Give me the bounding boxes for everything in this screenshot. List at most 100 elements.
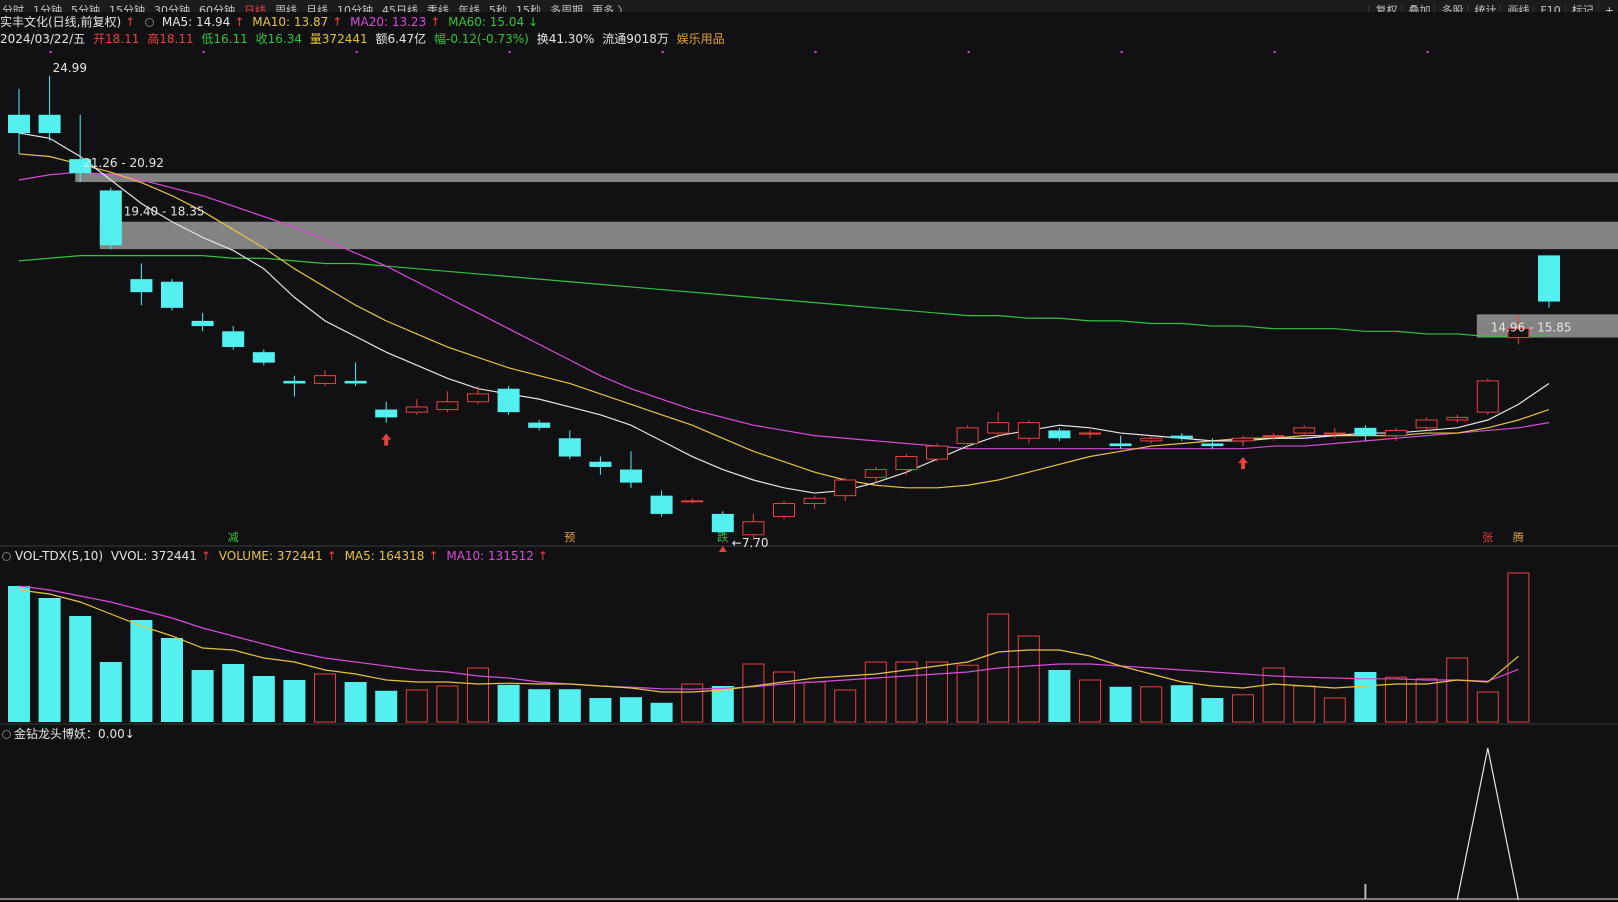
volume-bar <box>1170 685 1193 722</box>
stock-title: 实丰文化(日线,前复权) <box>0 15 122 29</box>
period-tab[interactable]: 5分钟 <box>71 4 100 13</box>
candle-body <box>834 479 857 497</box>
volume-bar <box>314 673 336 723</box>
marker-dot <box>49 51 52 53</box>
settings-circle-icon[interactable] <box>145 18 155 27</box>
volume-bar <box>497 684 520 722</box>
up-arrow-icon: ↑ <box>332 15 343 29</box>
tool-button[interactable]: + <box>1597 5 1614 12</box>
quote-float: 流通9018万 <box>602 32 669 46</box>
volume-bar <box>926 661 948 723</box>
period-tab[interactable]: 15分钟 <box>109 4 145 13</box>
candle <box>1507 314 1530 345</box>
period-tab[interactable]: 分时 <box>2 4 24 13</box>
candle <box>1017 420 1040 444</box>
volume-bar <box>8 586 30 722</box>
volume-bar <box>191 670 214 722</box>
volume-bar <box>1079 679 1101 723</box>
signal-label: 减 <box>228 531 239 544</box>
volume-bar <box>1476 691 1499 723</box>
candle <box>1385 427 1407 441</box>
volume-bar <box>803 681 826 723</box>
price-annotation: 24.99 <box>53 61 87 75</box>
candle <box>1415 417 1438 431</box>
up-arrow-icon: ↑ <box>428 549 439 563</box>
period-tab[interactable]: 周线 <box>275 4 297 13</box>
marker-dot <box>661 51 664 53</box>
candle-body <box>283 380 306 384</box>
settings-circle-icon[interactable] <box>2 552 11 561</box>
candle <box>497 386 520 415</box>
settings-circle-icon[interactable] <box>2 730 11 739</box>
candle <box>1354 425 1377 441</box>
period-tab[interactable]: 45日线 <box>382 4 418 13</box>
signal-label: 跌 <box>717 530 728 544</box>
candle <box>436 391 459 413</box>
volume-bar <box>38 598 61 722</box>
candle-body <box>864 469 887 478</box>
price-annotation: ←7.70 <box>732 536 769 550</box>
candle <box>1201 438 1224 449</box>
tool-button[interactable]: 复权 <box>1368 5 1397 12</box>
tool-button[interactable]: 叠加 <box>1401 5 1430 12</box>
volume-bar <box>558 689 581 722</box>
down-arrow-icon: ↓ <box>528 15 539 29</box>
volume-bar <box>1262 667 1285 723</box>
period-tab[interactable]: 10分钟 <box>337 4 373 13</box>
volume-bar <box>650 702 673 722</box>
period-tab[interactable]: 1分钟 <box>33 4 62 13</box>
tool-button[interactable]: 多股 <box>1434 5 1463 12</box>
candle <box>69 114 92 183</box>
tool-button[interactable]: 标记 <box>1564 5 1594 12</box>
candle-body <box>467 393 489 403</box>
period-tab[interactable]: 5秒 <box>489 4 507 13</box>
period-tab[interactable]: 年线 <box>458 4 480 13</box>
tool-button[interactable]: F10 <box>1533 5 1561 12</box>
ma10-label: MA10: 13.87 <box>252 15 329 29</box>
volume-bar <box>375 690 398 722</box>
ma5-line <box>18 132 1550 494</box>
volume-bar <box>1415 678 1438 723</box>
price-zone <box>99 221 1618 250</box>
candle-body <box>711 513 734 533</box>
indicator-spike-line <box>1456 747 1519 901</box>
up-arrow-icon: ↑ <box>125 15 136 29</box>
period-tab[interactable]: 日线 <box>244 4 266 13</box>
period-tab[interactable]: 60分钟 <box>199 4 235 13</box>
candle <box>161 279 183 311</box>
period-tab[interactable]: 季线 <box>427 4 449 13</box>
candle <box>1140 435 1163 444</box>
period-tab[interactable]: 月线 <box>306 4 328 13</box>
quote-turnover: 换41.30% <box>536 32 595 46</box>
quote-sector[interactable]: 娱乐用品 <box>676 32 725 46</box>
up-arrow-icon <box>381 433 392 446</box>
volume-bar <box>1354 672 1377 722</box>
period-tab[interactable]: 多周期 <box>550 4 583 13</box>
price-annotation: 19.40 - 18.35 <box>124 205 205 219</box>
volume-bar <box>1293 685 1316 723</box>
low-marker-icon <box>718 546 727 552</box>
tool-button[interactable]: 统计 <box>1467 5 1496 12</box>
candle-body <box>1109 443 1132 447</box>
volume-bar <box>742 663 765 723</box>
tool-button[interactable]: 画线 <box>1500 5 1529 12</box>
period-tab[interactable]: 30分钟 <box>154 4 190 13</box>
volume-bar <box>620 697 642 722</box>
candle <box>344 362 367 387</box>
candle-body <box>8 114 30 134</box>
candle <box>834 477 857 501</box>
candle-body <box>1323 432 1346 435</box>
quote-volume: 量372441 <box>309 32 368 46</box>
marker-dot <box>202 51 205 53</box>
volume-bar <box>1017 635 1040 723</box>
candle <box>589 456 612 475</box>
candle <box>8 88 30 154</box>
candle-body <box>99 190 122 246</box>
volume-bar <box>467 667 489 723</box>
quote-change: 幅-0.12(-0.73%) <box>434 32 529 46</box>
period-tab[interactable]: 更多 〉 <box>592 4 629 13</box>
signal-label: 张 <box>1482 531 1493 544</box>
candle <box>987 412 1010 439</box>
period-tab[interactable]: 15秒 <box>516 4 541 13</box>
